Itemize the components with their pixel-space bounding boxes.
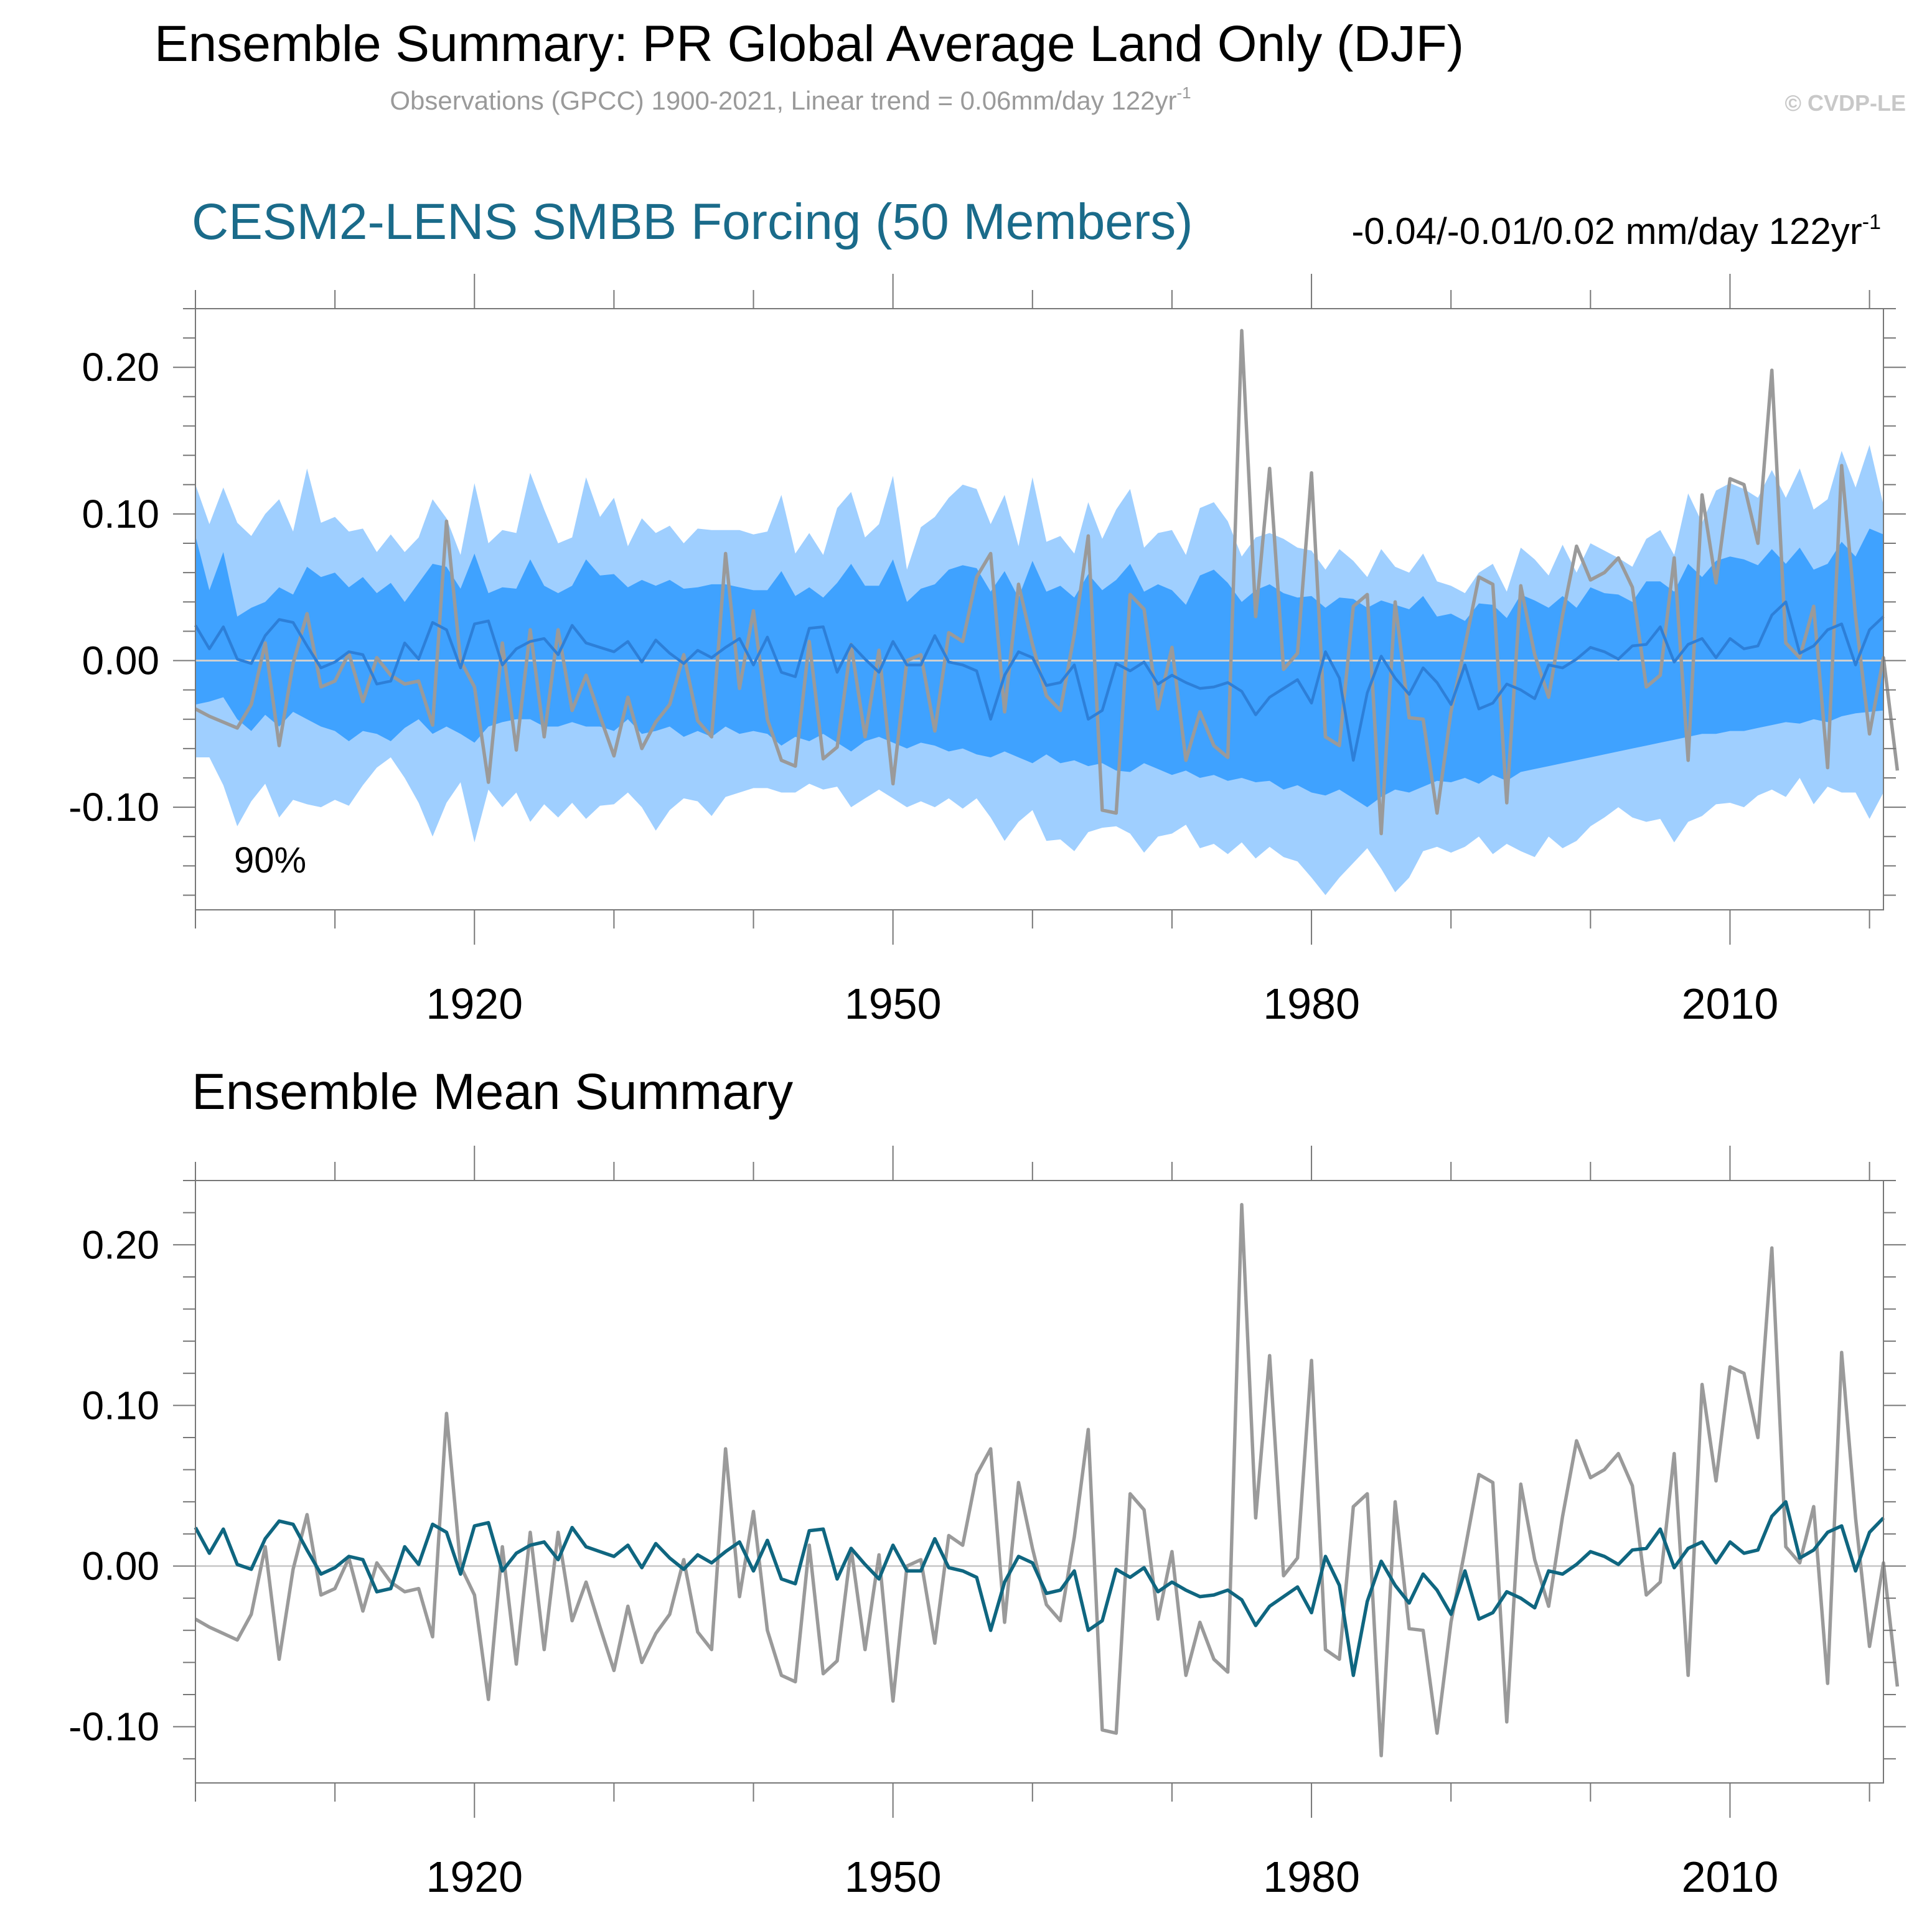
observed-series-line — [194, 329, 1900, 836]
ensemble-mean-line — [194, 1500, 1885, 1677]
band-percent-label: 90% — [234, 840, 306, 881]
y-tick-label: 0.10 — [82, 492, 159, 536]
trend-text: -0.04/-0.01/0.02 mm/day 122yr — [1351, 210, 1862, 252]
plot-frame — [195, 308, 1884, 910]
x-tick-label: 1950 — [845, 980, 942, 1028]
subtitle-text: Observations (GPCC) 1900-2021, Linear tr… — [390, 86, 1176, 115]
trend-label: -0.04/-0.01/0.02 mm/day 122yr-1 — [1351, 210, 1881, 252]
model-title: CESM2-LENS SMBB Forcing (50 Members) — [192, 194, 1193, 250]
y-tick-label: 0.00 — [82, 1544, 159, 1589]
x-tick-label: 1920 — [426, 1853, 523, 1901]
subtitle-superscript: -1 — [1177, 83, 1191, 102]
y-tick-label: 0.00 — [82, 638, 159, 683]
plot-frame — [195, 1180, 1884, 1784]
x-tick-label: 2010 — [1682, 980, 1779, 1028]
ensemble-mean-title: Ensemble Mean Summary — [192, 1064, 793, 1120]
y-tick-label: -0.10 — [68, 1705, 159, 1749]
x-tick-label: 1950 — [845, 1853, 942, 1901]
y-tick-label: 0.20 — [82, 1222, 159, 1267]
plot-panel-bottom: 0.20 0.10 0.00 -0.10 1920 1950 1980 2010 — [68, 1146, 1906, 1901]
y-tick-label: 0.10 — [82, 1383, 159, 1428]
figure-title: Ensemble Summary: PR Global Average Land… — [154, 16, 1464, 72]
plot-panel-top: 0.20 0.10 0.00 -0.10 1920 1950 1980 2010 90% — [68, 274, 1906, 1028]
copyright-label: © CVDP-LE — [1784, 90, 1906, 116]
ensemble-mean-line — [194, 600, 1885, 762]
x-tick-label: 2010 — [1682, 1853, 1779, 1901]
y-tick-label: 0.20 — [82, 345, 159, 390]
observed-series-line — [194, 1202, 1900, 1757]
x-tick-label: 1980 — [1263, 1853, 1360, 1901]
figure-subtitle: Observations (GPCC) 1900-2021, Linear tr… — [390, 83, 1191, 115]
x-tick-label: 1920 — [426, 980, 523, 1028]
y-tick-label: -0.10 — [68, 785, 159, 830]
x-tick-label: 1980 — [1263, 980, 1360, 1028]
trend-superscript: -1 — [1862, 210, 1881, 234]
